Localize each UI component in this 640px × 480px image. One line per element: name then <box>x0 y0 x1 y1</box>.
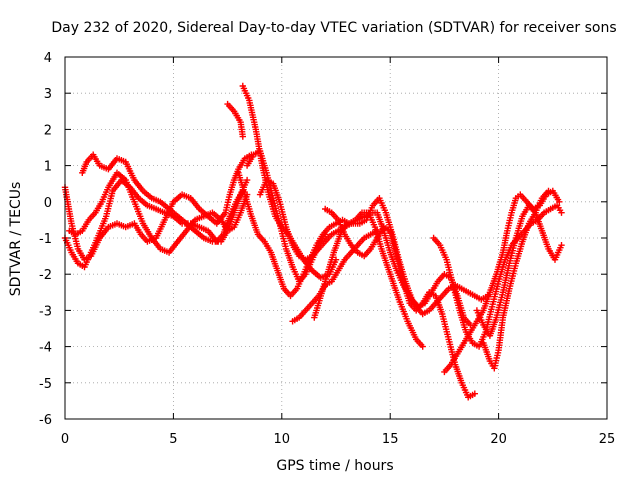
x-tick-label: 20 <box>490 432 507 447</box>
x-tick-label: 15 <box>382 432 399 447</box>
series-track-5 <box>224 100 246 140</box>
series-track-16 <box>480 187 552 372</box>
y-tick-label: -6 <box>39 413 52 428</box>
y-tick-label: 2 <box>44 123 52 138</box>
data-point <box>558 209 565 216</box>
data-point <box>545 187 552 195</box>
y-tick-label: 4 <box>44 51 52 66</box>
series-track-8 <box>235 169 426 350</box>
series-track-12 <box>322 205 478 401</box>
y-tick-label: 0 <box>44 196 52 211</box>
chart-title: Day 232 of 2020, Sidereal Day-to-day VTE… <box>51 20 616 36</box>
tick-labels: 0 5 10 15 20 25 -6 -5 -4 -3 -2 -1 0 1 2 3 4 <box>39 51 615 447</box>
y-tick-label: -1 <box>39 232 52 247</box>
data-point <box>243 176 251 184</box>
x-tick-label: 0 <box>61 432 69 447</box>
data-point <box>471 390 478 397</box>
data-points <box>61 82 565 401</box>
y-tick-label: 1 <box>44 160 52 175</box>
data-point <box>558 242 565 249</box>
y-axis-label: SDTVAR / TECUs <box>8 182 24 297</box>
data-point <box>556 198 563 205</box>
x-tick-label: 5 <box>169 432 177 447</box>
data-point <box>239 133 246 140</box>
data-point <box>419 343 426 350</box>
series-track-11 <box>311 195 474 329</box>
x-tick-label: 10 <box>274 432 291 447</box>
series-track-15 <box>473 202 565 339</box>
x-axis-label: GPS time / hours <box>276 458 393 474</box>
series-track-4 <box>79 151 251 245</box>
y-tick-label: 3 <box>44 87 52 102</box>
series-track-3 <box>66 169 251 256</box>
x-tick-label: 25 <box>599 432 616 447</box>
y-tick-label: -5 <box>39 377 52 392</box>
y-tick-label: -4 <box>39 341 52 356</box>
plot-frame <box>64 56 608 420</box>
y-tick-label: -3 <box>39 304 52 319</box>
y-tick-label: -2 <box>39 268 52 283</box>
series-track-14 <box>441 187 563 376</box>
